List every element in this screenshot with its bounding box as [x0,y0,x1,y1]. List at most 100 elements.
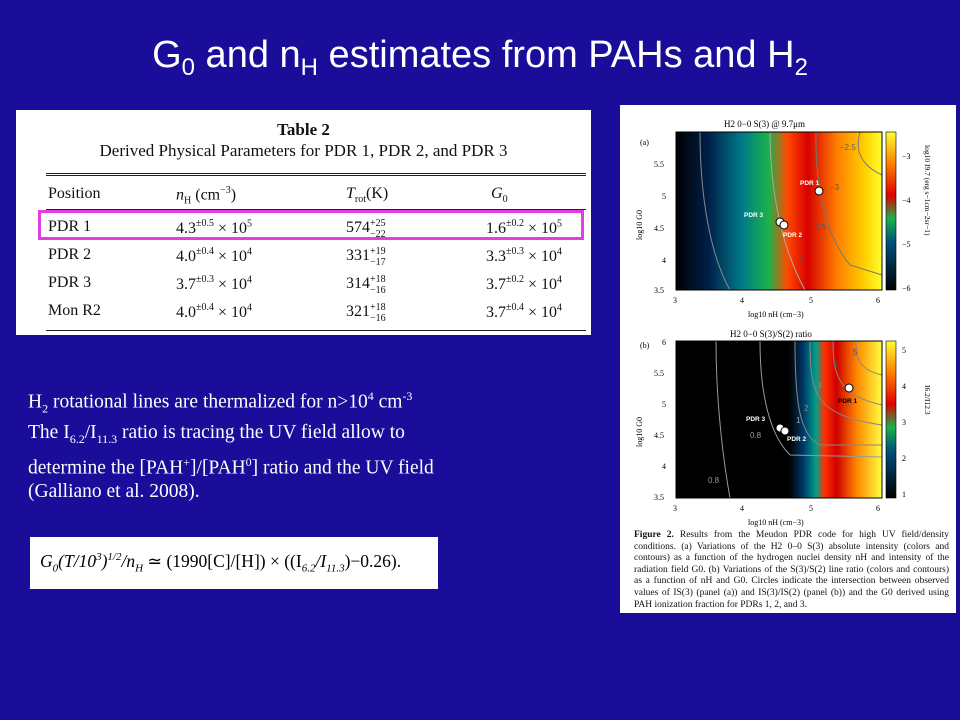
equation-box: G0(T/103)1/2/nH ≃ (1990[C]/[H]) × ((I6.2… [30,537,438,589]
header-nh: nH (cm−3) [176,185,237,207]
header-trot: Trot(K) [346,185,389,206]
cell-g0: 3.7±0.2 × 104 [486,274,563,293]
table-caption: Derived Physical Parameters for PDR 1, P… [99,141,508,160]
panel-b-ylabel: log10 G0 [635,417,644,447]
pdr1-point-b [844,383,854,393]
panel-b-ytick: 5.5 [654,369,664,378]
panel-a-ytick: 4 [662,256,666,265]
table-bottom-rule [46,330,586,331]
panel-a-contour-label: −2.5 [840,143,856,152]
panel-b-contour-label: 4 [833,360,838,369]
desc-line-2: The I6.2/I11.3 ratio is tracing the UV f… [28,421,405,446]
panel-a-ytick: 3.5 [654,286,664,295]
panel-b-ytick: 6 [662,338,666,347]
panel-b-ytick: 4 [662,462,666,471]
panel-b-ytick: 5 [662,400,666,409]
slide-title: G0 and nH estimates from PAHs and H2 [152,34,808,81]
panel-a-ytick: 5 [662,192,666,201]
panel-b-contour-label: 3 [817,381,822,390]
panel-a-ctick: −6 [902,284,911,293]
panel-b-ytick: 4.5 [654,431,664,440]
cell-trot: 331+19 −17 [346,246,386,268]
panel-b-cbar-label: I6.2/I12.3 [923,385,932,415]
panel-a-contour-label: −3 [830,183,840,192]
description-text: H2 rotational lines are thermalized for … [28,385,608,504]
panel-b-contour [809,340,883,426]
panel-a-cbar-label: log10 I9.7 (erg s−1cm−2sr−1) [923,145,932,236]
cell-trot: 574+25 −22 [346,218,386,240]
desc-line-3: determine the [PAH+]/[PAH0] ratio and th… [28,455,434,479]
pdr1-label-a: PDR 1 [800,180,820,187]
panel-a-heatmap [676,132,882,290]
panel-b-ctick: 2 [902,454,906,463]
panel-a-ctick: −4 [902,196,911,205]
panel-b-contour [794,340,882,446]
cell-trot: 314+18 −16 [346,274,386,296]
table-top-rule-2 [46,175,586,176]
panel-b-contour-label: 2 [804,404,809,413]
panel-b-xtick: 6 [876,504,880,513]
cell-trot: 321+18 −16 [346,302,386,324]
table-top-rule [46,173,586,174]
cell-g0: 3.7±0.4 × 104 [486,302,563,321]
panel-a-ctick: −5 [902,240,911,249]
pdr1-highlight-box [38,210,584,240]
panel-a-contour [857,131,883,176]
cell-nh: 4.3±0.5 × 105 [176,218,253,237]
panel-b-label: (b) [640,341,650,350]
panel-a-ctick: −3 [902,152,911,161]
cell-nh: 4.0±0.4 × 104 [176,302,253,321]
panel-b-ctick: 5 [902,346,906,355]
pdr-model-figure: (a) H2 0−0 S(3) @ 9.7μm −2.5 −3 −3.5 −4 … [635,119,932,527]
header-position: Position [48,185,101,202]
equation: G0(T/103)1/2/nH ≃ (1990[C]/[H]) × ((I6.2… [40,551,402,575]
cell-nh: 3.7±0.3 × 104 [176,274,253,293]
panel-b-contour [855,340,883,376]
panel-b-xlabel: log10 nH (cm−3) [748,518,804,527]
panel-a-xlabel: log10 nH (cm−3) [748,310,804,319]
panel-b-ctick: 4 [902,382,906,391]
panel-b-xtick: 3 [673,504,677,513]
panel-b-contour [759,340,883,458]
pdr1-label-b: PDR 1 [838,398,858,405]
panel-a-xtick: 3 [673,296,677,305]
panel-a-contour [769,131,806,291]
panel-b-colorbar [885,340,897,499]
panel-a-contour [815,131,883,276]
cell-g0: 1.6±0.2 × 105 [486,218,563,237]
pdr3-label-b: PDR 3 [746,416,766,423]
table-number: Table 2 [277,120,330,139]
pdr1-point-a [814,186,824,196]
desc-line-4: (Galliano et al. 2008). [28,481,200,503]
pdr2-label-b: PDR 2 [787,436,807,443]
parameters-table: Table 2 Derived Physical Parameters for … [16,110,591,335]
panel-a-contour-label: −3.5 [810,223,826,232]
pdr2-point-b [780,426,790,436]
panel-a-xtick: 6 [876,296,880,305]
panel-b-title: H2 0−0 S(3)/S(2) ratio [730,329,812,339]
panel-b-ctick: 3 [902,418,906,427]
cell-nh: 4.0±0.4 × 104 [176,246,253,265]
panel-a-contour-label: −4 [794,255,804,264]
panel-b-contour-label: 5 [853,348,858,357]
desc-line-1: H2 rotational lines are thermalized for … [28,389,413,416]
panel-b-contour-label: 0.8 [750,431,762,440]
panel-b-ctick: 1 [902,490,906,499]
pdr3-label-a: PDR 3 [744,212,764,219]
panel-b-contour [832,340,883,406]
table-header-rule [46,209,586,210]
panel-a-contour [699,131,731,291]
panel-b-heatmap [676,341,882,498]
panel-b-contour [715,340,731,499]
panel-a-ylabel: log10 G0 [635,210,644,240]
panel-b-xtick: 4 [740,504,744,513]
cell-g0: 3.3±0.3 × 104 [486,246,563,265]
panel-a-title: H2 0−0 S(3) @ 9.7μm [724,119,805,129]
cell-position: PDR 1 [48,218,92,235]
figure-caption: Figure 2. Results from the Meudon PDR co… [634,530,949,610]
panel-b-contour-label: 0.8 [708,476,720,485]
panel-a-label: (a) [640,138,649,147]
panel-a-xtick: 5 [809,296,813,305]
panel-b-ytick: 3.5 [654,493,664,502]
header-g0: G0 [491,185,508,206]
